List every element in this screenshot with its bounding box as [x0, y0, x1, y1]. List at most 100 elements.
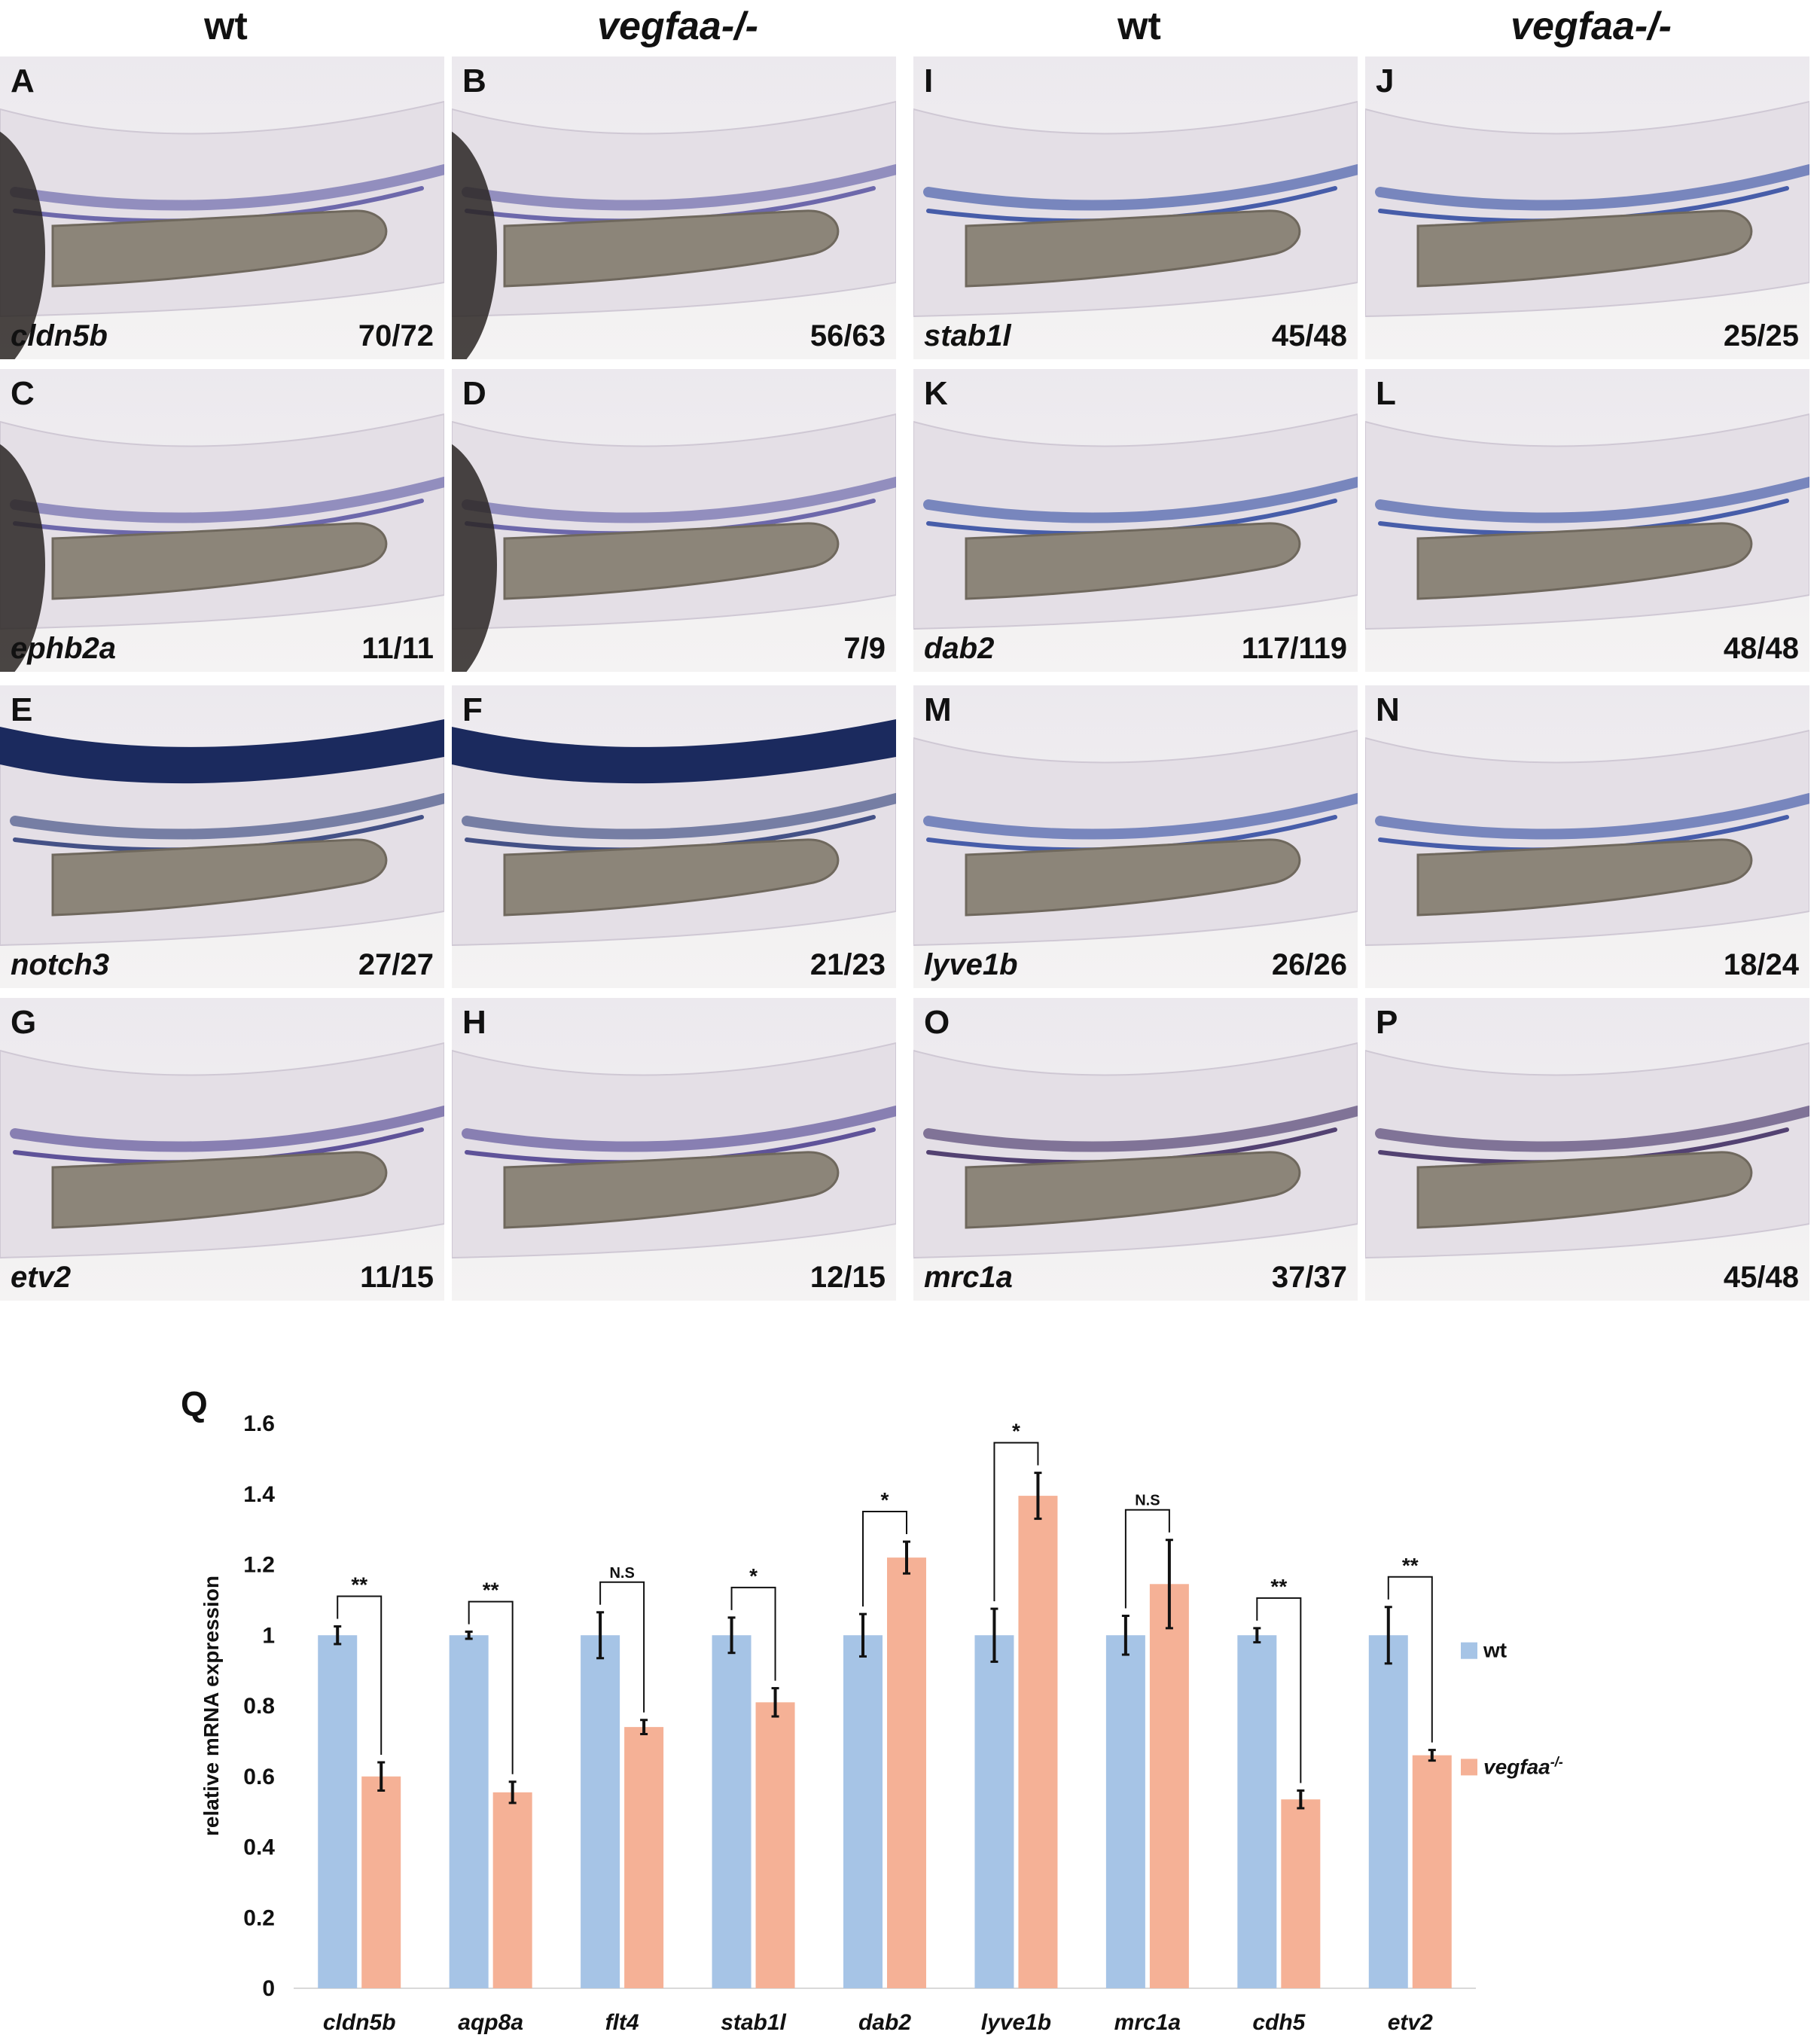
- gene-name: notch3: [11, 948, 110, 981]
- bar-wt-mrc1a: [1105, 1635, 1145, 1988]
- gene-name: etv2: [11, 1261, 72, 1294]
- x-tick-label: dab2: [858, 2010, 911, 2035]
- bar-vegfaa-cdh5: [1281, 1799, 1321, 1988]
- panel-label: N: [1376, 691, 1400, 728]
- gene-name: stab1l: [924, 319, 1011, 352]
- bar-vegfaa-dab2: [887, 1557, 926, 1988]
- error-bar-vegfaa-flt4: [640, 1719, 648, 1735]
- panel-label: I: [924, 63, 934, 99]
- embryo-count: 70/72: [358, 319, 434, 352]
- ish-panel-F: F 21/23: [452, 685, 896, 988]
- significance-bracket-flt4: [599, 1581, 645, 1713]
- error-bar-wt-stab1l: [727, 1616, 736, 1655]
- embryo-tail-image: [452, 719, 896, 947]
- embryo-count: 48/48: [1723, 632, 1799, 665]
- ish-panel-B: B 56/63: [452, 56, 896, 359]
- significance-bracket-cdh5: [1256, 1597, 1302, 1783]
- y-tick-label: 1: [262, 1623, 275, 1648]
- significance-label: **: [483, 1579, 499, 1602]
- bar-wt-etv2: [1368, 1635, 1408, 1988]
- panel-label: E: [11, 691, 33, 728]
- significance-bracket-stab1l: [730, 1586, 776, 1681]
- error-bar-wt-cldn5b: [334, 1625, 342, 1646]
- embryo-tail-image: [913, 729, 1358, 947]
- panel-label: B: [462, 63, 486, 99]
- embryo-count: 26/26: [1271, 948, 1347, 981]
- panel-label: L: [1376, 375, 1396, 412]
- panel-label: M: [924, 691, 952, 728]
- bar-vegfaa-mrc1a: [1149, 1584, 1189, 1988]
- significance-label: *: [749, 1564, 758, 1588]
- chart-panel-label: Q: [181, 1384, 208, 1423]
- x-tick-label: lyve1b: [981, 2010, 1051, 2035]
- error-bar-wt-aqp8a: [465, 1631, 473, 1640]
- bar-vegfaa-aqp8a: [492, 1792, 532, 1988]
- error-bar-wt-etv2: [1384, 1606, 1392, 1665]
- embryo-count: 7/9: [843, 632, 886, 665]
- panel-label: F: [462, 691, 483, 728]
- embryo-tail-image: [1365, 100, 1809, 318]
- error-bar-wt-lyve1b: [990, 1607, 998, 1663]
- embryo-tail-image: [452, 1042, 896, 1259]
- x-tick-label: cdh5: [1252, 2010, 1306, 2035]
- embryo-tail-image: [0, 719, 444, 947]
- ish-panel-N: N 18/24: [1365, 685, 1809, 988]
- bar-vegfaa-flt4: [624, 1727, 664, 1988]
- y-tick-label: 0.8: [243, 1694, 275, 1719]
- ish-panel-D: D 7/9: [452, 369, 896, 672]
- y-axis-label: relative mRNA expression: [200, 1576, 223, 1836]
- embryo-tail-image: [0, 413, 444, 672]
- ish-panel-H: H 12/15: [452, 998, 896, 1301]
- embryo-count: 45/48: [1723, 1261, 1799, 1294]
- embryo-tail-image: [452, 413, 896, 672]
- bar-vegfaa-stab1l: [755, 1702, 795, 1988]
- significance-bracket-aqp8a: [468, 1600, 514, 1774]
- x-tick-label: cldn5b: [323, 2010, 396, 2035]
- significance-label: N.S: [1135, 1493, 1160, 1509]
- error-bar-vegfaa-mrc1a: [1165, 1539, 1173, 1630]
- gene-name: cldn5b: [11, 319, 108, 352]
- embryo-count: 21/23: [809, 948, 886, 981]
- significance-bracket-etv2: [1387, 1576, 1433, 1743]
- embryo-tail-image: [0, 1042, 444, 1259]
- embryo-count: 27/27: [358, 948, 434, 981]
- gene-name: mrc1a: [924, 1261, 1013, 1294]
- significance-bracket-lyve1b: [993, 1441, 1039, 1602]
- significance-label: **: [351, 1573, 367, 1597]
- significance-label: **: [1402, 1554, 1419, 1577]
- significance-bracket-cldn5b: [337, 1595, 383, 1755]
- gene-name: dab2: [924, 632, 995, 665]
- legend-swatch-wt: [1461, 1642, 1477, 1659]
- embryo-count: 45/48: [1271, 319, 1347, 352]
- legend-swatch-vegfaa: [1461, 1759, 1477, 1776]
- error-bar-wt-mrc1a: [1121, 1614, 1129, 1656]
- significance-label: *: [1012, 1420, 1020, 1443]
- x-tick-label: flt4: [605, 2010, 639, 2035]
- x-tick-label: stab1l: [721, 2010, 786, 2035]
- ish-panel-J: J 25/25: [1365, 56, 1809, 359]
- embryo-count: 11/11: [361, 632, 434, 665]
- panel-label: J: [1376, 63, 1395, 99]
- panel-label: O: [924, 1004, 950, 1041]
- error-bar-vegfaa-etv2: [1428, 1749, 1436, 1762]
- panel-label: A: [11, 63, 35, 99]
- gene-name: lyve1b: [924, 948, 1018, 981]
- bar-wt-flt4: [581, 1635, 620, 1988]
- embryo-count: 25/25: [1723, 319, 1799, 352]
- embryo-count: 12/15: [809, 1261, 886, 1294]
- bar-wt-cdh5: [1237, 1635, 1277, 1988]
- y-tick-label: 1.2: [243, 1553, 275, 1578]
- ish-panel-L: L 48/48: [1365, 369, 1809, 672]
- bar-wt-dab2: [843, 1635, 883, 1988]
- error-bar-vegfaa-lyve1b: [1034, 1472, 1042, 1521]
- x-tick-label: mrc1a: [1114, 2010, 1181, 2035]
- embryo-tail-image: [913, 413, 1358, 630]
- embryo-count: 11/15: [360, 1261, 434, 1294]
- panel-label: G: [11, 1004, 37, 1041]
- error-bar-wt-flt4: [596, 1611, 605, 1660]
- embryo-count: 117/119: [1241, 632, 1347, 665]
- y-tick-label: 0.6: [243, 1765, 275, 1789]
